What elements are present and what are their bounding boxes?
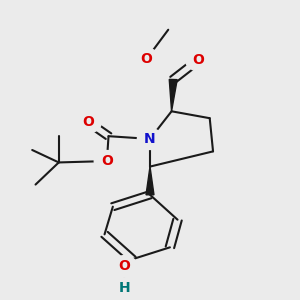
Circle shape: [112, 277, 137, 298]
Text: O: O: [101, 154, 113, 168]
Circle shape: [185, 50, 211, 70]
Circle shape: [134, 48, 159, 69]
Text: O: O: [118, 259, 130, 273]
Polygon shape: [169, 80, 177, 111]
Polygon shape: [146, 167, 154, 195]
Circle shape: [137, 128, 163, 149]
Text: H: H: [118, 281, 130, 295]
Circle shape: [112, 256, 137, 277]
Text: O: O: [83, 116, 94, 129]
Text: O: O: [141, 52, 153, 66]
Circle shape: [76, 112, 101, 133]
Text: O: O: [192, 53, 204, 67]
Text: N: N: [144, 132, 156, 146]
Circle shape: [94, 151, 119, 172]
